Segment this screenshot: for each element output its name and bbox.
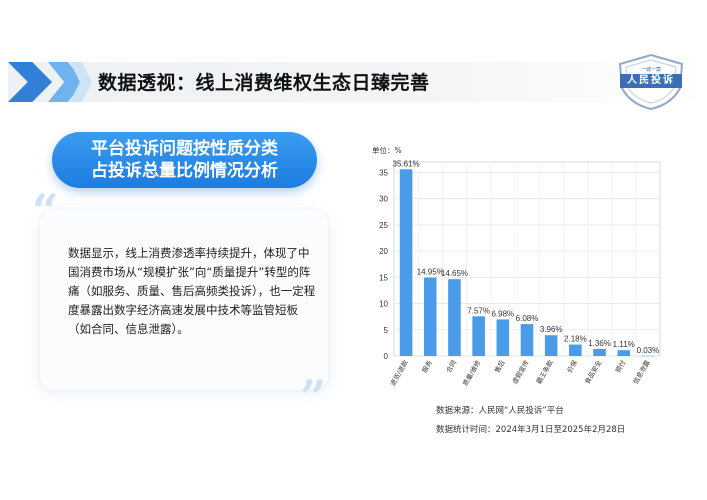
- bar: [544, 335, 558, 356]
- category-label: 服务: [420, 358, 435, 374]
- category-label: 霸王条款: [534, 358, 555, 385]
- category-label: 食品安全: [582, 358, 603, 385]
- y-tick-label: 15: [379, 273, 388, 282]
- y-tick-label: 35: [379, 168, 388, 177]
- bar-value-label: 2.18%: [564, 335, 587, 344]
- bar: [617, 350, 631, 356]
- subtitle-pill: 平台投诉问题按性质分类 占投诉总量比例情况分析: [52, 132, 317, 188]
- description-text: 数据显示，线上消费渗透率持续提升，体现了中国消费市场从“规模扩张”向“质量提升”…: [68, 246, 316, 336]
- category-label: 价保: [565, 358, 580, 374]
- bar-chart-svg: 单位：% 0 5 10 15 20 25 30 35 35.61% 退货/退款 14.95% 服务 14.…: [372, 145, 661, 387]
- y-tick-label: 30: [379, 195, 388, 204]
- chevron-decoration: [70, 62, 92, 102]
- subtitle-line-2: 占投诉总量比例情况分析: [91, 161, 278, 181]
- category-label: 质量/维修: [460, 358, 482, 387]
- bar: [423, 277, 437, 356]
- y-tick-label: 25: [379, 221, 388, 230]
- bar-value-label: 6.08%: [516, 314, 539, 323]
- category-label: 合同: [444, 359, 458, 375]
- open-quote-icon: “: [32, 184, 59, 238]
- bar: [399, 169, 413, 356]
- bar: [520, 324, 534, 356]
- bar-value-label: 14.65%: [441, 269, 468, 278]
- bar: [496, 319, 510, 356]
- bar-value-label: 6.98%: [491, 309, 514, 318]
- y-tick-label: 20: [379, 247, 388, 256]
- data-source: 数据来源：人民网“人民投诉”平台: [436, 406, 564, 416]
- description-card: [40, 210, 328, 390]
- bar-chart: 单位：% 0 5 10 15 20 25 30 35 35.61% 退货/退款 14.95% 服务 14.…: [364, 140, 664, 396]
- bar-value-label: 35.61%: [393, 159, 420, 168]
- bar-value-label: 1.36%: [588, 339, 611, 348]
- unit-label: 单位：%: [372, 145, 402, 155]
- bar-value-label: 1.11%: [613, 340, 635, 349]
- data-period: 数据统计时间：2024年3月1日至2025年2月28日: [436, 425, 626, 435]
- bar: [472, 316, 485, 356]
- bar: [448, 279, 461, 356]
- bar-value-label: 7.57%: [467, 306, 490, 315]
- y-tick-label: 10: [379, 300, 388, 309]
- header-band: [8, 62, 707, 102]
- y-tick-label: 5: [384, 326, 389, 335]
- logo-top-text: 一城一案: [640, 67, 661, 73]
- y-tick-label: 0: [384, 352, 389, 361]
- category-label: 预付: [613, 358, 628, 374]
- category-label: 售后: [492, 358, 507, 374]
- bar: [593, 348, 606, 356]
- category-label: 退货/退款: [388, 358, 410, 387]
- bar-value-label: 14.95%: [417, 268, 444, 277]
- bar-value-label: 3.96%: [540, 325, 563, 334]
- category-label: 虚假宣传: [510, 358, 531, 385]
- subtitle-line-1: 平台投诉问题按性质分类: [91, 139, 278, 159]
- logo-name: 人民投诉: [620, 74, 682, 88]
- bar: [569, 344, 582, 356]
- category-label: 信息泄露: [631, 358, 652, 385]
- close-quote-icon: ”: [300, 370, 327, 424]
- bar-value-label: 0.03%: [637, 346, 660, 355]
- page-title: 数据透视：线上消费维权生态日臻完善: [98, 72, 430, 94]
